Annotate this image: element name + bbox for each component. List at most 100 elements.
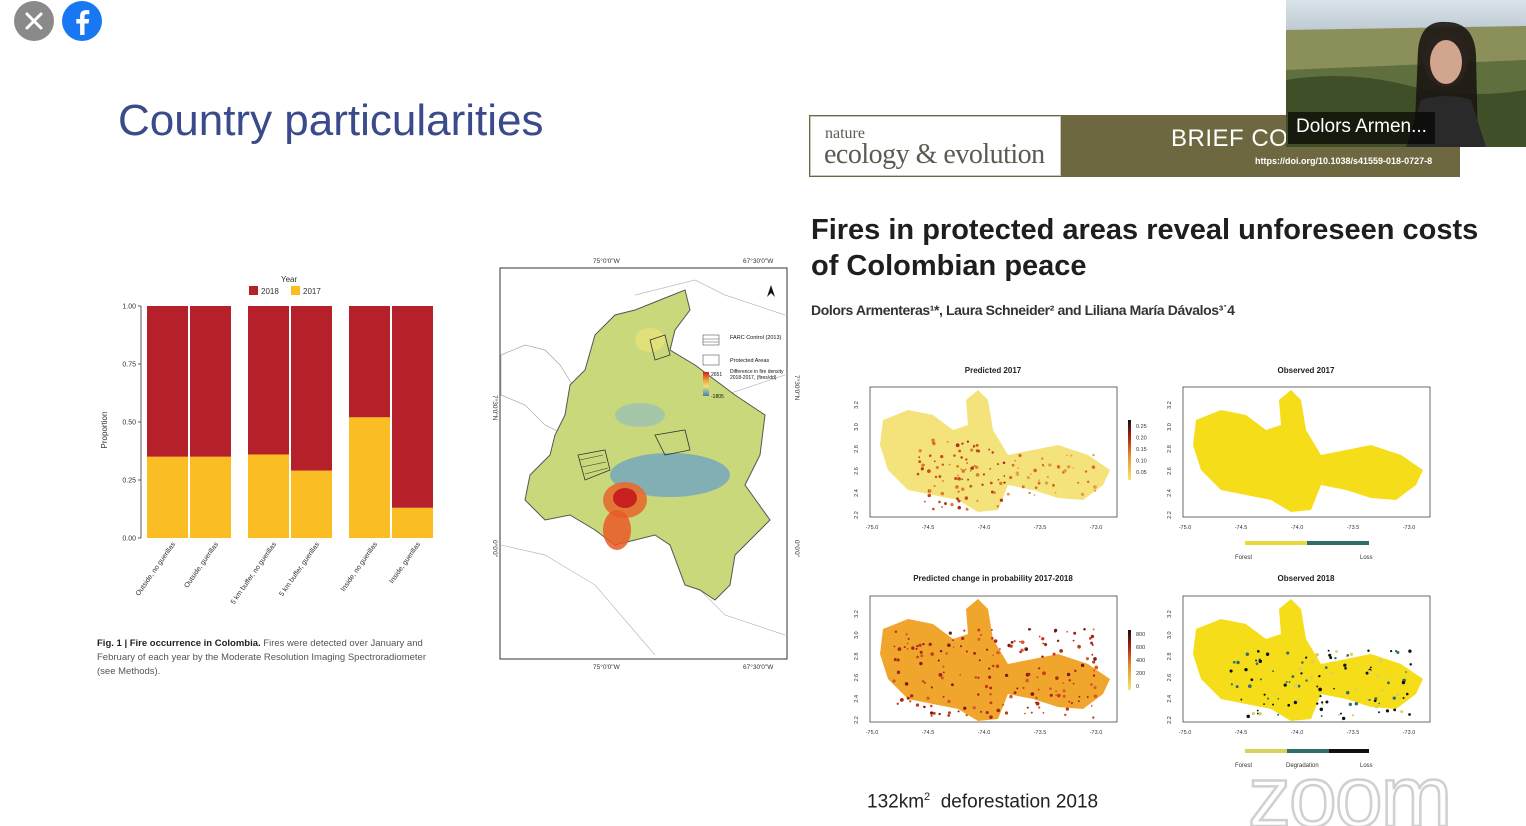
density-speck: [972, 706, 976, 710]
colombia-shape: [524, 289, 771, 601]
density-speck: [907, 637, 910, 640]
density-speck: [896, 670, 901, 675]
density-speck: [1042, 712, 1045, 714]
density-speck: [1259, 678, 1262, 681]
lon-tick-top-1: 75°0'0"W: [593, 257, 621, 265]
density-speck: [934, 475, 938, 479]
density-speck: [1014, 459, 1017, 462]
close-button[interactable]: [14, 1, 54, 41]
y-tick-label: 2.8: [854, 445, 860, 453]
fire-proportion-chart: Year 2018 2017 Proportion 0.00 0.25 0.50 0.…: [100, 275, 433, 606]
legend-protected: Protected Areas: [730, 358, 769, 364]
density-speck: [1049, 687, 1052, 691]
density-speck: [1328, 653, 1332, 657]
decrease-zone: [610, 453, 730, 497]
density-speck: [1378, 658, 1383, 663]
caption-bold: Fig. 1 | Fire occurrence in Colombia.: [97, 638, 261, 649]
density-speck: [947, 643, 951, 647]
density-speck: [1080, 663, 1085, 668]
density-speck: [896, 658, 898, 661]
density-speck: [951, 683, 954, 687]
bar-2018: [190, 306, 231, 457]
y-tick-label: 2.2: [1167, 511, 1173, 519]
density-speck: [1090, 683, 1093, 686]
density-speck: [919, 650, 923, 654]
density-speck: [931, 438, 935, 442]
density-speck: [1085, 657, 1089, 661]
density-speck: [1396, 693, 1400, 697]
facebook-share-button[interactable]: [62, 1, 102, 41]
legend-degradation-bar-2018: [1287, 749, 1329, 753]
density-speck: [1029, 473, 1032, 475]
density-speck: [998, 648, 1001, 651]
density-speck: [1272, 670, 1274, 673]
density-speck: [1006, 492, 1010, 496]
density-speck: [988, 675, 992, 679]
north-arrow-icon: [767, 285, 775, 297]
density-speck: [1091, 653, 1094, 656]
density-speck: [1009, 475, 1013, 480]
density-speck: [1272, 703, 1275, 706]
density-speck: [1018, 453, 1022, 458]
density-speck: [1066, 630, 1069, 633]
region-observed-2017: [1193, 390, 1423, 512]
density-speck: [1394, 649, 1398, 653]
density-speck: [977, 628, 981, 632]
density-speck: [1376, 675, 1380, 679]
density-speck: [985, 711, 989, 715]
density-speck: [948, 463, 951, 466]
density-speck: [1024, 647, 1029, 651]
region-predicted-change: [880, 599, 1110, 721]
density-speck: [1041, 463, 1045, 467]
density-speck: [1305, 679, 1308, 682]
x-tick-label: Outside, guerillas: [183, 541, 220, 590]
panel-title-predicted-2017: Predicted 2017: [965, 366, 1022, 375]
density-speck: [1405, 692, 1409, 696]
panel-title-observed-2017: Observed 2017: [1278, 366, 1335, 375]
density-speck: [1021, 485, 1025, 489]
density-speck: [1059, 649, 1063, 653]
x-tick-label: -73.0: [1090, 730, 1103, 736]
density-speck: [989, 701, 993, 705]
density-speck: [1062, 694, 1066, 698]
density-speck: [1092, 660, 1096, 664]
x-tick-label: -74.0: [1291, 525, 1304, 531]
density-speck: [1240, 698, 1243, 701]
deforestation-text: deforestation 2018: [940, 791, 1099, 813]
density-speck: [941, 506, 943, 508]
density-speck: [896, 702, 899, 705]
density-speck: [1052, 483, 1055, 487]
density-speck: [1040, 457, 1044, 460]
legend-swatch-2017: [291, 286, 300, 295]
x-tick-label: 5 km buffer, no guerillas: [230, 541, 279, 606]
density-speck: [1293, 700, 1298, 705]
density-speck: [1033, 468, 1037, 473]
density-speck: [944, 502, 947, 505]
density-speck: [1017, 467, 1020, 470]
lon-tick-bottom-1: 75°0'0"W: [593, 663, 621, 671]
density-speck: [1042, 671, 1046, 676]
density-speck: [1054, 491, 1057, 494]
density-speck: [952, 646, 955, 649]
bar-2017: [392, 507, 433, 538]
x-tick-label: -73.0: [1090, 525, 1103, 531]
density-speck: [941, 463, 945, 466]
density-speck: [923, 705, 926, 709]
density-speck: [995, 664, 1000, 668]
density-speck: [980, 710, 983, 713]
density-speck: [992, 491, 996, 494]
density-speck: [1409, 663, 1412, 666]
y-tick-label: 0.00: [122, 536, 136, 543]
deforestation-note: 132km2 deforestation 2018: [867, 791, 1098, 813]
density-speck: [1390, 649, 1393, 653]
density-speck: [1066, 465, 1071, 469]
y-tick-label: 2.6: [854, 674, 860, 682]
density-speck: [1068, 679, 1071, 682]
density-speck: [926, 696, 930, 700]
density-speck: [989, 686, 993, 690]
participant-video[interactable]: Dolors Armen...: [1286, 0, 1526, 147]
density-speck: [976, 499, 979, 502]
density-speck: [1256, 712, 1259, 715]
density-speck: [916, 644, 919, 648]
density-speck: [963, 629, 966, 632]
